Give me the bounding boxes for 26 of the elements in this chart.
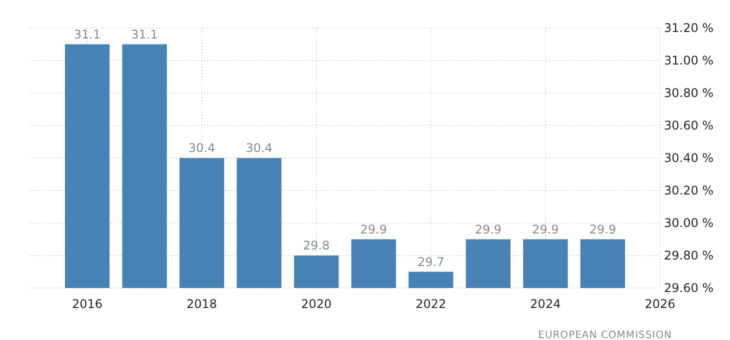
x-tick-label: 2018 xyxy=(186,297,218,311)
x-tick-label: 2022 xyxy=(416,297,446,311)
x-tick-label: 2016 xyxy=(72,297,103,311)
data-label: 29.9 xyxy=(360,222,387,236)
data-label: 29.9 xyxy=(589,222,616,236)
text: EUROPEAN COMMISSION xyxy=(538,330,672,340)
y-tick-label: 30.20 % xyxy=(664,184,714,198)
data-label: 30.4 xyxy=(188,141,216,155)
data-label: 30.4 xyxy=(246,141,272,155)
y-tick-label: 30.80 % xyxy=(664,86,714,100)
data-label: 31.1 xyxy=(74,27,101,42)
data-label: 31.1 xyxy=(131,27,158,42)
y-tick-label: 30.40 % xyxy=(664,151,714,165)
y-tick-label: 30.60 % xyxy=(664,118,714,132)
x-tick-label: 2020 xyxy=(301,297,332,311)
x-tick-label: 2024 xyxy=(530,297,561,311)
y-tick-label: 29.80 % xyxy=(664,248,714,262)
y-tick-label: 29.60 % xyxy=(664,281,714,295)
y-tick-label: 31.20 % xyxy=(664,21,714,35)
y-tick-label: 30.00 % xyxy=(664,216,714,230)
x-tick-label: 2026 xyxy=(644,297,676,311)
data-label: 29.9 xyxy=(532,222,559,236)
y-tick-label: 31.00 % xyxy=(664,54,714,68)
data-label: 29.9 xyxy=(474,222,502,236)
data-label: 29.7 xyxy=(418,254,444,269)
data-label: 29.8 xyxy=(303,238,330,252)
